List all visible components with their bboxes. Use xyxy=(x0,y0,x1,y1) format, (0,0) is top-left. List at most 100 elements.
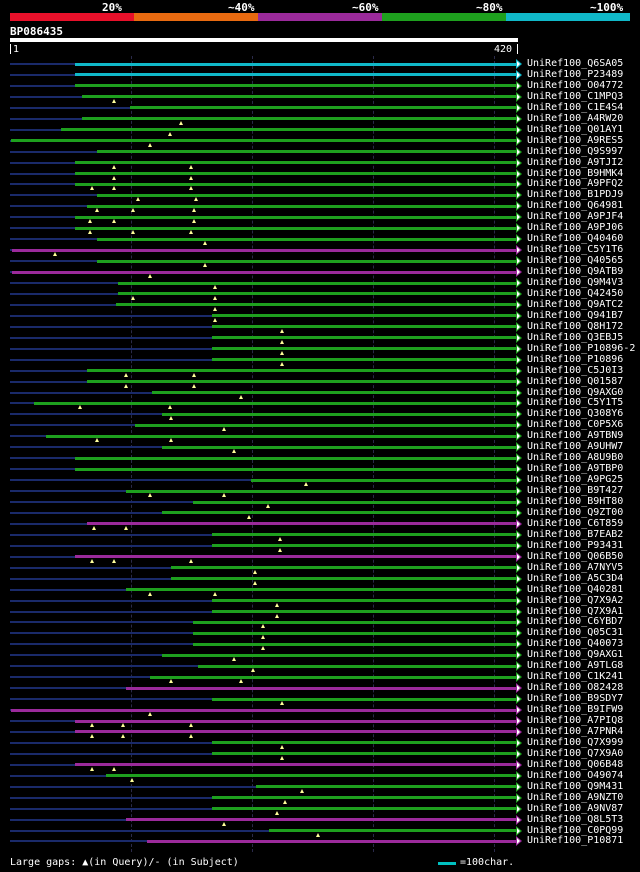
hit-alignment-bar[interactable] xyxy=(161,511,516,515)
hit-label[interactable]: UniRef100_Q7X999 xyxy=(527,736,624,748)
hit-label[interactable]: UniRef100_Q9S997 xyxy=(527,145,624,157)
hit-label[interactable]: UniRef100_A7PIQ8 xyxy=(527,715,624,726)
hit-alignment-bar[interactable] xyxy=(161,412,516,416)
hit-label[interactable]: UniRef100_Q06B48 xyxy=(527,758,624,770)
hit-alignment-bar[interactable] xyxy=(82,117,516,121)
hit-label[interactable]: UniRef100_Q9ATB9 xyxy=(527,266,624,278)
hit-label[interactable]: UniRef100_C5Y1T6 xyxy=(527,244,624,256)
hit-alignment-bar[interactable] xyxy=(87,369,516,373)
hit-label[interactable]: UniRef100_O82428 xyxy=(527,682,624,694)
hit-alignment-bar[interactable] xyxy=(149,675,516,679)
hit-label[interactable]: UniRef100_Q9AXG1 xyxy=(527,649,624,661)
hit-label[interactable]: UniRef100_A9NV87 xyxy=(527,802,624,814)
hit-alignment-bar[interactable] xyxy=(116,303,516,307)
hit-alignment-bar[interactable] xyxy=(250,478,516,482)
hit-alignment-bar[interactable] xyxy=(75,763,516,767)
hit-label[interactable]: UniRef100_P10896 xyxy=(527,353,624,365)
hit-label[interactable]: UniRef100_A9TLG8 xyxy=(527,660,624,672)
hit-label[interactable]: UniRef100_Q308Y6 xyxy=(527,408,624,420)
hit-label[interactable]: UniRef100_C1E4S4 xyxy=(527,101,624,113)
hit-label[interactable]: UniRef100_Q06B50 xyxy=(527,550,624,562)
hit-alignment-bar[interactable] xyxy=(255,785,516,789)
hit-alignment-bar[interactable] xyxy=(171,577,516,581)
hit-label[interactable]: UniRef100_Q6SA05 xyxy=(527,58,624,69)
hit-alignment-bar[interactable] xyxy=(87,204,516,208)
hit-alignment-bar[interactable] xyxy=(212,697,516,701)
hit-alignment-bar[interactable] xyxy=(212,314,516,318)
hit-label[interactable]: UniRef100_A9PG25 xyxy=(527,474,624,486)
hit-label[interactable]: UniRef100_C1MPQ3 xyxy=(527,90,624,102)
hit-alignment-bar[interactable] xyxy=(193,642,516,646)
hit-alignment-bar[interactable] xyxy=(75,467,516,471)
hit-label[interactable]: UniRef100_Q3EBJ5 xyxy=(527,331,624,343)
hit-label[interactable]: UniRef100_A7PNR4 xyxy=(527,725,624,737)
hit-alignment-bar[interactable] xyxy=(96,193,516,197)
hit-label[interactable]: UniRef100_A9RES5 xyxy=(527,134,624,146)
hit-label[interactable]: UniRef100_A9TBN9 xyxy=(527,430,624,442)
hit-label[interactable]: UniRef100_A9PJ06 xyxy=(527,222,624,234)
hit-alignment-bar[interactable] xyxy=(87,380,516,384)
hit-alignment-bar[interactable] xyxy=(118,292,516,296)
hit-label[interactable]: UniRef100_Q7X9A2 xyxy=(527,594,624,606)
hit-label[interactable]: UniRef100_Q8L5T3 xyxy=(527,813,624,825)
hit-label[interactable]: UniRef100_Q7X9A1 xyxy=(527,605,624,617)
hit-label[interactable]: UniRef100_Q40460 xyxy=(527,233,624,245)
hit-label[interactable]: UniRef100_B9HT80 xyxy=(527,496,624,507)
hit-label[interactable]: UniRef100_A9NZT0 xyxy=(527,791,624,803)
hit-alignment-bar[interactable] xyxy=(118,281,516,285)
hit-alignment-bar[interactable] xyxy=(96,259,516,263)
hit-label[interactable]: UniRef100_A9TJI2 xyxy=(527,156,624,168)
hit-alignment-bar[interactable] xyxy=(212,336,516,340)
hit-label[interactable]: UniRef100_A9PJF4 xyxy=(527,211,624,223)
hit-label[interactable]: UniRef100_Q64981 xyxy=(527,200,624,212)
hit-alignment-bar[interactable] xyxy=(125,588,516,592)
hit-label[interactable]: UniRef100_Q9AXG0 xyxy=(527,386,624,398)
hit-alignment-bar[interactable] xyxy=(75,161,516,165)
hit-label[interactable]: UniRef100_P10896-2 xyxy=(527,342,636,354)
hit-alignment-bar[interactable] xyxy=(212,325,516,329)
hit-alignment-bar[interactable] xyxy=(75,555,516,559)
hit-alignment-bar[interactable] xyxy=(193,620,516,624)
hit-label[interactable]: UniRef100_B9T427 xyxy=(527,485,624,497)
hit-alignment-bar[interactable] xyxy=(171,566,516,570)
hit-alignment-bar[interactable] xyxy=(75,730,516,734)
hit-alignment-bar[interactable] xyxy=(135,423,516,427)
hit-alignment-bar[interactable] xyxy=(212,741,516,745)
hit-alignment-bar[interactable] xyxy=(75,182,516,186)
hit-label[interactable]: UniRef100_C6YBD7 xyxy=(527,616,624,628)
hit-alignment-bar[interactable] xyxy=(75,719,516,723)
hit-label[interactable]: UniRef100_C5Y1T5 xyxy=(527,397,624,409)
hit-label[interactable]: UniRef100_Q8H172 xyxy=(527,320,624,332)
hit-alignment-bar[interactable] xyxy=(161,445,516,449)
hit-alignment-bar[interactable] xyxy=(212,752,516,756)
hit-alignment-bar[interactable] xyxy=(75,215,516,219)
hit-label[interactable]: UniRef100_B1PDJ9 xyxy=(527,189,624,201)
hit-label[interactable]: UniRef100_P23489 xyxy=(527,68,624,80)
hit-alignment-bar[interactable] xyxy=(96,150,516,154)
hit-alignment-bar[interactable] xyxy=(212,533,516,537)
hit-label[interactable]: UniRef100_B9HMK4 xyxy=(527,167,624,179)
hit-label[interactable]: UniRef100_Q7X9A0 xyxy=(527,747,624,759)
hit-alignment-bar[interactable] xyxy=(161,653,516,657)
hit-alignment-bar[interactable] xyxy=(212,796,516,800)
hit-alignment-bar[interactable] xyxy=(193,631,516,635)
hit-alignment-bar[interactable] xyxy=(193,500,516,504)
hit-alignment-bar[interactable] xyxy=(12,270,516,274)
hit-alignment-bar[interactable] xyxy=(106,774,516,778)
hit-label[interactable]: UniRef100_Q40565 xyxy=(527,255,624,267)
hit-label[interactable]: UniRef100_B9SDY7 xyxy=(527,693,624,705)
hit-label[interactable]: UniRef100_C5J0I3 xyxy=(527,364,624,376)
hit-alignment-bar[interactable] xyxy=(212,610,516,613)
hit-alignment-bar[interactable] xyxy=(96,237,516,241)
hit-alignment-bar[interactable] xyxy=(82,95,516,99)
hit-label[interactable]: UniRef100_A5C3D4 xyxy=(527,572,624,584)
hit-alignment-bar[interactable] xyxy=(130,106,516,110)
hit-alignment-bar[interactable] xyxy=(87,522,516,526)
hit-label[interactable]: UniRef100_C0P5X6 xyxy=(527,419,624,431)
hit-alignment-bar[interactable] xyxy=(11,708,516,712)
hit-label[interactable]: UniRef100_A7NYV5 xyxy=(527,561,624,573)
hit-label[interactable]: UniRef100_C0PQ99 xyxy=(527,824,624,836)
hit-alignment-bar[interactable] xyxy=(197,664,516,668)
hit-alignment-bar[interactable] xyxy=(125,818,516,822)
hit-label[interactable]: UniRef100_Q40073 xyxy=(527,638,624,650)
